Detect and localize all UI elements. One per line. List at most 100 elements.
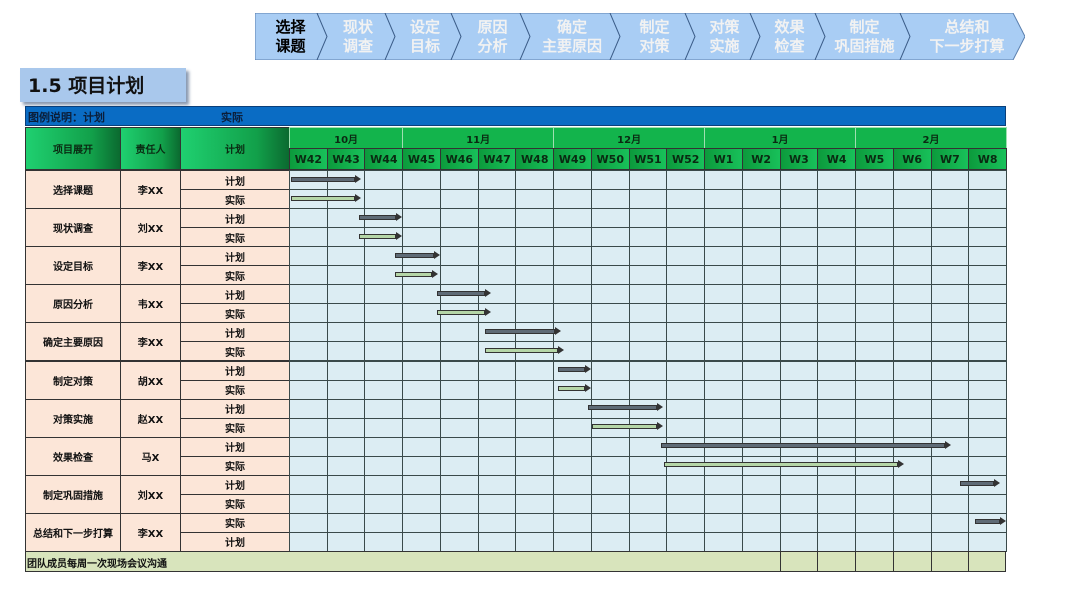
step-3[interactable]: 原因 分析 <box>477 17 508 55</box>
timeline-cell <box>439 493 479 514</box>
row-type-actual: 实际 <box>180 227 290 248</box>
actual-bar-arrow <box>290 193 361 202</box>
task-owner: 李XX <box>120 512 181 552</box>
steps-shape <box>255 13 1025 60</box>
timeline-cell <box>402 436 441 457</box>
timeline-cell <box>326 322 366 343</box>
timeline-cell <box>590 360 630 381</box>
footer-divider <box>855 551 857 572</box>
step-7[interactable]: 效果 检查 <box>774 17 805 55</box>
timeline-cell <box>477 246 517 267</box>
timeline-cell <box>590 303 630 324</box>
timeline-cell <box>930 246 970 267</box>
timeline-cell <box>704 341 743 362</box>
actual-bar-arrow <box>592 422 663 431</box>
week-header: W3 <box>779 148 819 170</box>
timeline-cell <box>326 436 366 457</box>
timeline-cell <box>515 398 555 419</box>
step-8[interactable]: 制定 巩固措施 <box>834 17 895 55</box>
timeline-cell <box>817 227 857 248</box>
timeline-cell <box>666 265 706 286</box>
timeline-cell <box>704 303 743 324</box>
timeline-cell <box>855 189 894 210</box>
week-header: W52 <box>666 148 706 170</box>
week-header: W42 <box>289 148 328 170</box>
timeline-cell <box>590 455 630 476</box>
timeline-cell <box>515 303 555 324</box>
timeline-cell <box>289 455 328 476</box>
timeline-cell <box>477 417 517 438</box>
step-divider <box>609 13 621 60</box>
timeline-cell <box>590 341 630 362</box>
plan-bar-arrow <box>558 365 591 374</box>
timeline-cell <box>779 189 819 210</box>
timeline-cell <box>892 265 932 286</box>
timeline-cell <box>628 474 668 495</box>
row-type-actual: 实际 <box>180 455 290 476</box>
step-1[interactable]: 现状 调查 <box>342 17 373 55</box>
timeline-cell <box>326 512 366 533</box>
timeline-cell <box>364 455 404 476</box>
timeline-cell <box>930 417 970 438</box>
month-header: 12月 <box>553 127 706 149</box>
timeline-cell <box>289 265 328 286</box>
legend-actual-label: 实际 <box>221 111 243 124</box>
month-header: 11月 <box>402 127 555 149</box>
timeline-cell <box>779 208 819 229</box>
row-type-plan: 计划 <box>180 208 290 229</box>
timeline-cell <box>666 493 706 514</box>
timeline-cell <box>515 379 555 400</box>
timeline-cell <box>590 170 630 191</box>
timeline-cell <box>628 303 668 324</box>
task-owner: 李XX <box>120 170 181 210</box>
timeline-cell <box>930 512 970 533</box>
step-4[interactable]: 确定 主要原因 <box>541 17 602 55</box>
step-0[interactable]: 选择 课题 <box>275 17 306 55</box>
timeline-cell <box>817 246 857 267</box>
task-owner: 刘XX <box>120 474 181 514</box>
timeline-cell <box>402 170 441 191</box>
timeline-cell <box>439 474 479 495</box>
timeline-cell <box>439 265 479 286</box>
timeline-cell <box>439 512 479 533</box>
timeline-cell <box>402 227 441 248</box>
timeline-cell <box>779 531 819 552</box>
timeline-cell <box>666 417 706 438</box>
row-type-actual: 实际 <box>180 265 290 286</box>
timeline-cell <box>515 246 555 267</box>
timeline-cell <box>402 208 441 229</box>
step-divider <box>519 13 531 60</box>
step-9[interactable]: 总结和 下一步打算 <box>929 17 1005 55</box>
footer-divider <box>892 551 894 572</box>
timeline-cell <box>968 284 1007 305</box>
timeline-cell <box>628 265 668 286</box>
step-2[interactable]: 设定 目标 <box>409 17 440 55</box>
timeline-cell <box>968 208 1007 229</box>
step-6[interactable]: 对策 实施 <box>709 17 740 55</box>
timeline-cell <box>477 398 517 419</box>
timeline-cell <box>779 417 819 438</box>
timeline-cell <box>855 379 894 400</box>
timeline-cell <box>364 322 404 343</box>
timeline-cell <box>289 531 328 552</box>
timeline-cell <box>590 227 630 248</box>
timeline-cell <box>666 341 706 362</box>
timeline-cell <box>289 417 328 438</box>
plan-bar-arrow <box>358 212 403 221</box>
timeline-cell <box>590 189 630 210</box>
timeline-cell <box>968 417 1007 438</box>
row-type-plan: 计划 <box>180 474 290 495</box>
timeline-cell <box>439 246 479 267</box>
timeline-cell <box>968 379 1007 400</box>
timeline-cell <box>930 170 970 191</box>
timeline-cell <box>439 227 479 248</box>
step-5[interactable]: 制定 对策 <box>639 17 670 55</box>
timeline-cell <box>553 265 592 286</box>
timeline-cell <box>968 455 1007 476</box>
timeline-cell <box>666 227 706 248</box>
timeline-cell <box>553 417 592 438</box>
timeline-cell <box>930 531 970 552</box>
timeline-cell <box>741 246 781 267</box>
timeline-cell <box>439 170 479 191</box>
timeline-cell <box>855 512 894 533</box>
